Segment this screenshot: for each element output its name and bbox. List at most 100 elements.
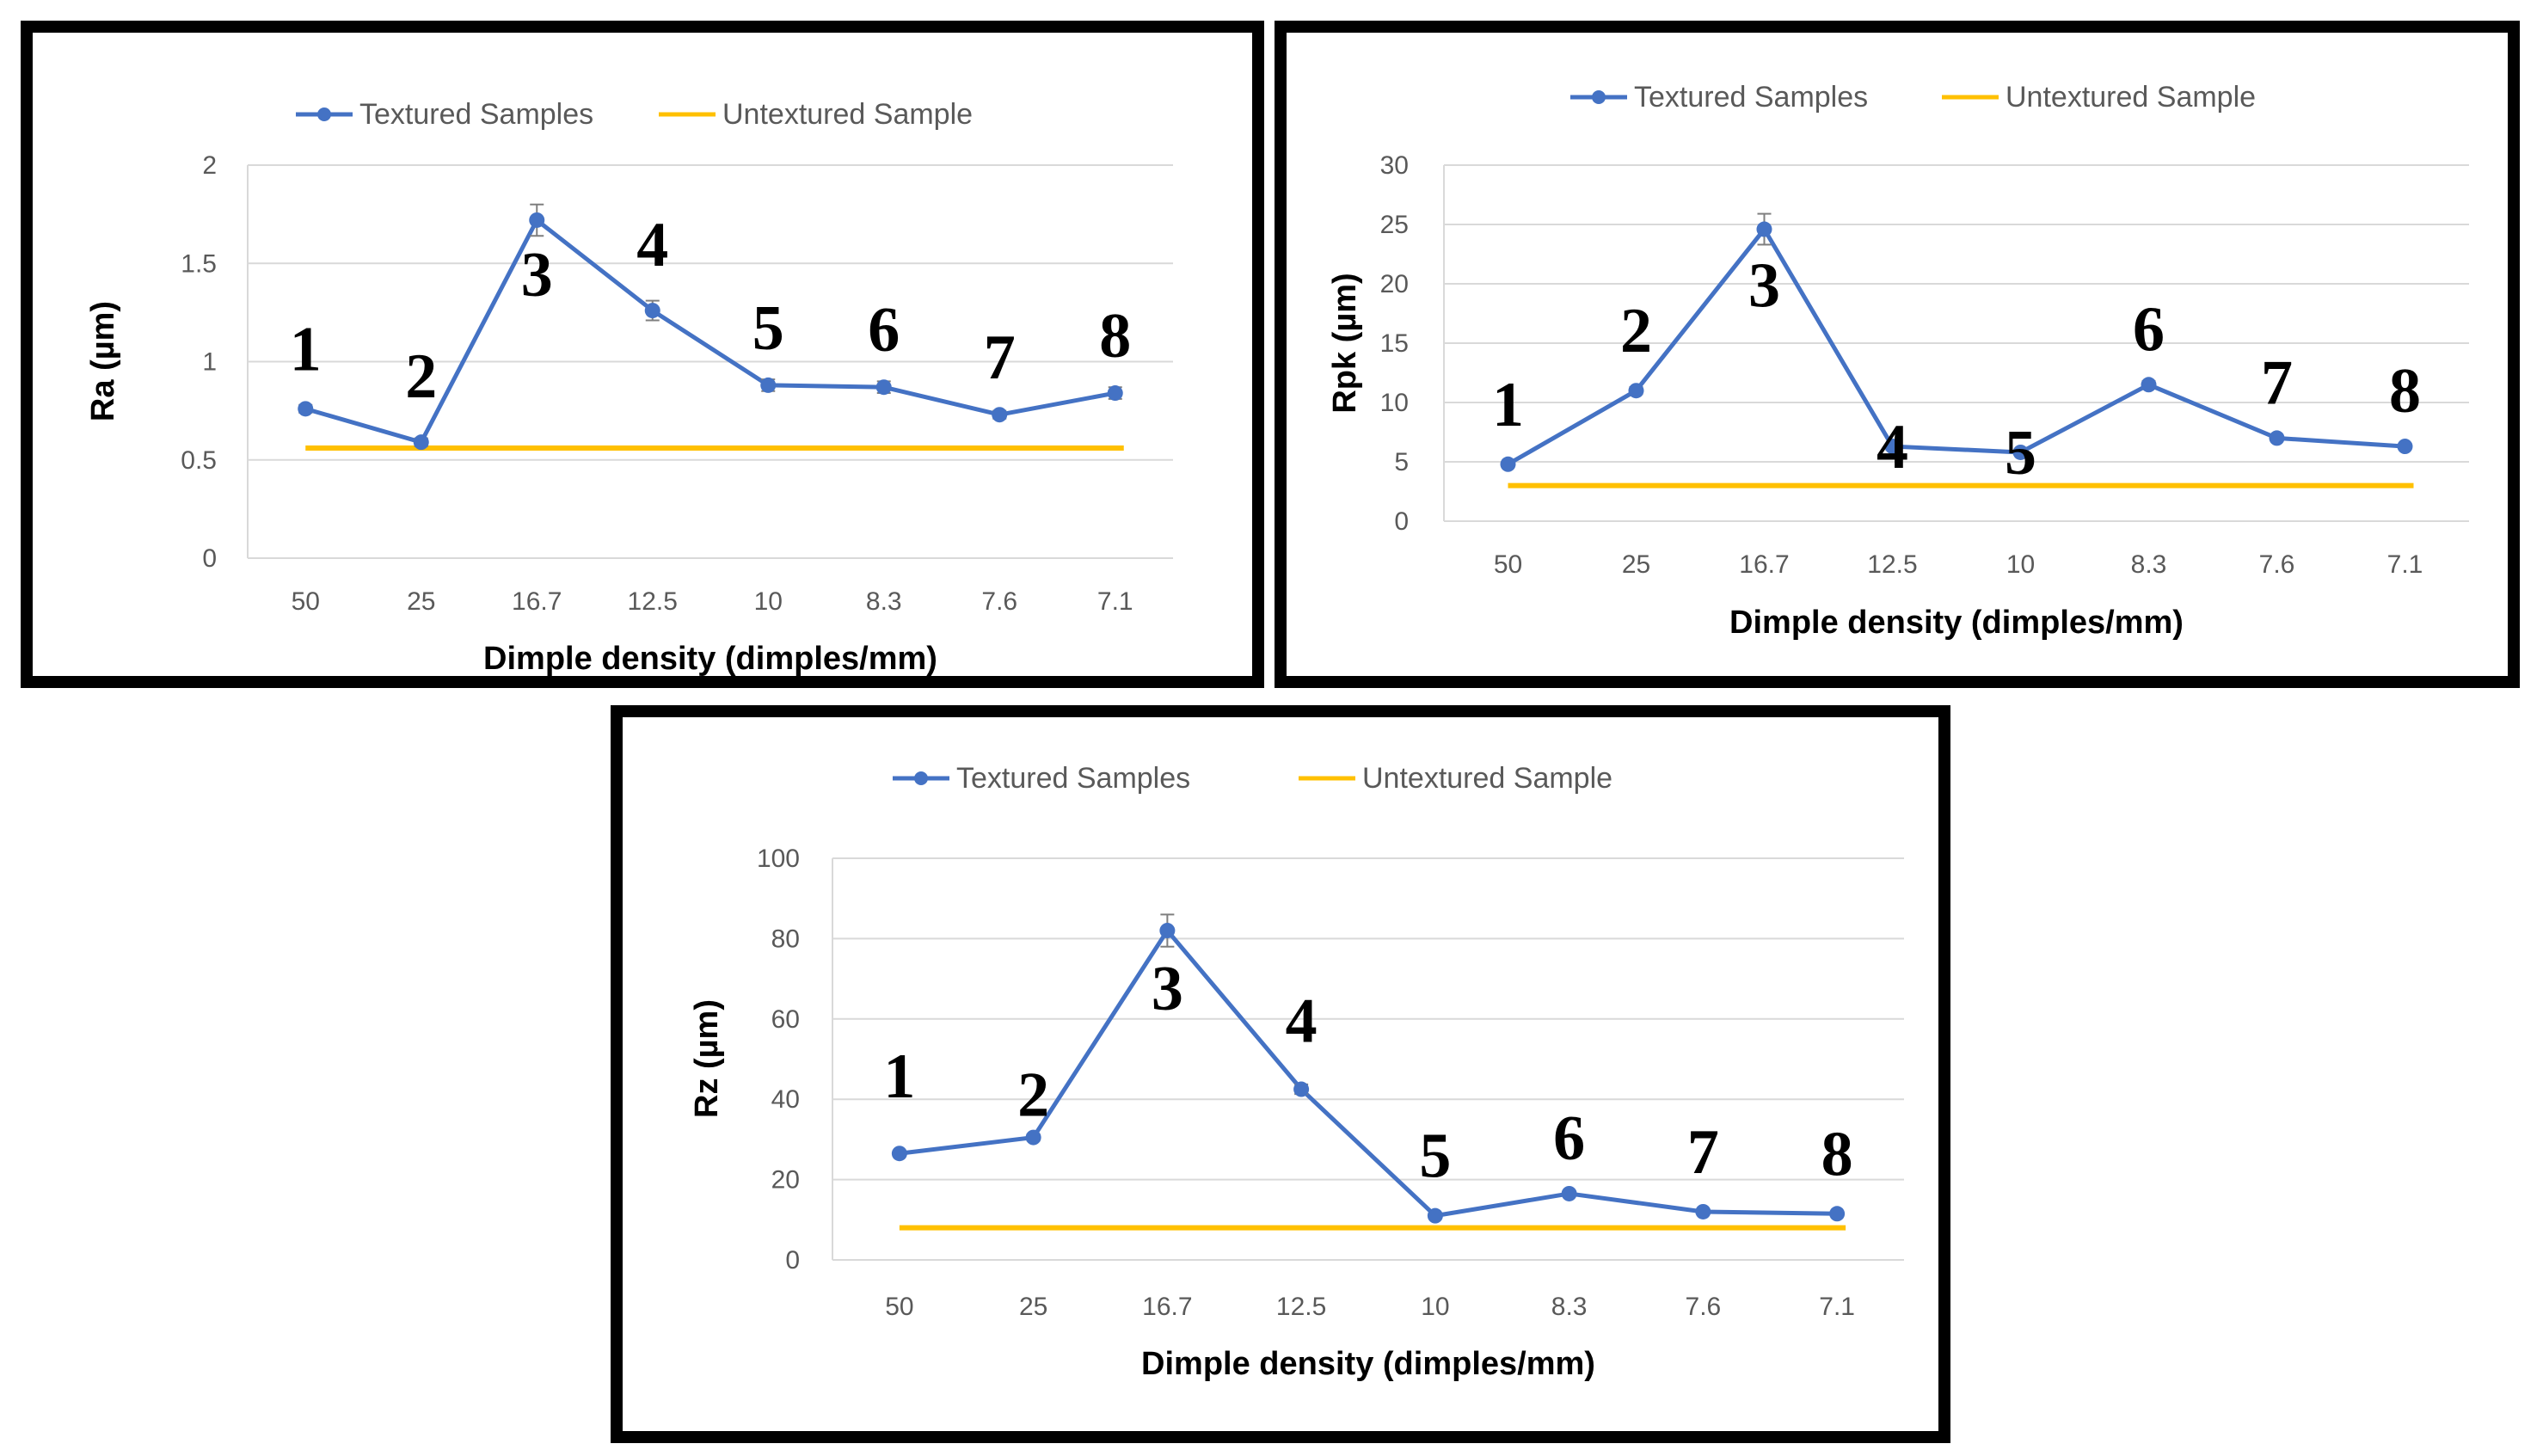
data-point — [644, 303, 660, 319]
data-point — [760, 377, 777, 393]
y-tick-label: 60 — [771, 1005, 800, 1034]
sample-number-label: 2 — [1017, 1060, 1049, 1131]
sample-number-label: 8 — [1821, 1119, 1853, 1189]
data-point — [298, 401, 314, 417]
y-axis-title: Ra (µm) — [85, 301, 121, 421]
legend-label-textured: Textured Samples — [359, 98, 593, 131]
x-tick-label: 16.7 — [512, 587, 562, 616]
x-tick-label: 25 — [1622, 550, 1650, 579]
sample-number-label: 6 — [868, 295, 900, 366]
x-tick-label: 8.3 — [866, 587, 902, 616]
data-point — [1159, 923, 1176, 939]
y-tick-label: 0 — [202, 544, 217, 573]
data-point — [891, 1146, 907, 1162]
data-point — [1884, 439, 1901, 455]
x-tick-label: 12.5 — [1276, 1293, 1326, 1321]
data-point — [1427, 1207, 1443, 1224]
sample-number-label: 1 — [883, 1041, 915, 1112]
y-tick-label: 100 — [757, 845, 800, 873]
x-tick-label: 16.7 — [1739, 550, 1789, 579]
x-axis-title: Dimple density (dimples/mm) — [1141, 1346, 1595, 1382]
data-point — [1025, 1129, 1041, 1146]
y-tick-label: 25 — [1380, 211, 1409, 239]
sample-number-label: 5 — [2005, 418, 2036, 488]
x-tick-label: 50 — [885, 1293, 913, 1321]
series-line-textured — [304, 218, 1116, 445]
sample-number-label: 5 — [752, 293, 784, 364]
y-tick-label: 5 — [1394, 448, 1409, 476]
y-tick-label: 10 — [1380, 389, 1409, 417]
x-tick-label: 8.3 — [1551, 1293, 1588, 1321]
sample-number-label: 8 — [1099, 301, 1131, 372]
y-tick-label: 20 — [1380, 270, 1409, 298]
legend-dot-textured — [317, 108, 331, 121]
y-axis-title: Rpk (µm) — [1327, 273, 1363, 413]
chart-panel-ra: 0 0.5 1 1.5 2 50 25 16.7 12.5 10 8.3 7.6 7.1 Dimple d… — [21, 21, 1264, 688]
sample-number-label: 3 — [1748, 251, 1780, 322]
sample-number-label: 3 — [521, 240, 553, 310]
y-tick-label: 20 — [771, 1166, 800, 1195]
sample-number-label: 6 — [2133, 294, 2165, 365]
x-tick-label: 7.6 — [1686, 1293, 1722, 1321]
legend-label-untextured: Untextured Sample — [1362, 762, 1612, 795]
y-tick-label: 80 — [771, 925, 800, 953]
sample-number-label: 1 — [290, 314, 322, 384]
x-tick-label: 50 — [1494, 550, 1522, 579]
sample-number-label: 7 — [2261, 347, 2293, 418]
series-line-textured — [899, 928, 1838, 1219]
data-point — [992, 407, 1008, 423]
data-point — [413, 434, 429, 451]
sample-number-label: 8 — [2389, 356, 2421, 427]
y-tick-label: 0 — [1394, 507, 1409, 536]
sample-number-label: 5 — [1419, 1121, 1451, 1192]
sample-number-label: 1 — [1492, 370, 1524, 440]
sample-number-label: 2 — [1620, 296, 1652, 366]
sample-number-label: 4 — [1286, 986, 1318, 1057]
x-tick-label: 25 — [1019, 1293, 1047, 1321]
data-point — [1293, 1081, 1310, 1097]
legend-dot-textured — [1592, 90, 1606, 104]
sample-number-label: 7 — [1687, 1117, 1719, 1188]
legend-dot-textured — [914, 771, 928, 785]
x-axis-title: Dimple density (dimples/mm) — [483, 641, 937, 676]
data-point — [1695, 1203, 1711, 1219]
y-tick-label: 1.5 — [181, 249, 217, 278]
x-tick-label: 7.1 — [1819, 1293, 1855, 1321]
data-point — [529, 212, 545, 228]
y-tick-label: 40 — [771, 1085, 800, 1114]
chart-panel-rz: 0 20 40 60 80 100 50 25 16.7 12.5 10 8.3 7.6 7.1 Dimpl… — [611, 705, 1950, 1443]
legend-label-untextured: Untextured Sample — [722, 98, 973, 131]
data-point — [1756, 221, 1772, 237]
y-tick-label: 0.5 — [181, 446, 217, 475]
data-point — [875, 379, 892, 396]
data-point — [2397, 439, 2413, 455]
legend-label-textured: Textured Samples — [956, 762, 1190, 795]
data-point — [2269, 430, 2285, 446]
series-line-textured — [1507, 227, 2405, 466]
x-tick-label: 8.3 — [2131, 550, 2167, 579]
x-tick-label: 7.6 — [2259, 550, 2295, 579]
y-tick-label: 15 — [1380, 329, 1409, 358]
x-tick-label: 10 — [2006, 550, 2035, 579]
sample-number-label: 4 — [636, 210, 668, 280]
y-tick-label: 2 — [202, 151, 217, 180]
y-tick-label: 30 — [1380, 151, 1409, 180]
legend-label-untextured: Untextured Sample — [2006, 81, 2256, 114]
x-tick-label: 7.6 — [981, 587, 1017, 616]
x-tick-label: 10 — [1421, 1293, 1449, 1321]
y-axis-title: Rz (µm) — [689, 999, 725, 1118]
sample-number-label: 7 — [984, 323, 1016, 393]
x-axis-title: Dimple density (dimples/mm) — [1729, 605, 2184, 641]
sample-number-label: 4 — [1877, 412, 1908, 482]
legend-label-textured: Textured Samples — [1634, 81, 1868, 114]
x-tick-label: 12.5 — [1867, 550, 1917, 579]
data-point — [1561, 1185, 1577, 1201]
data-point — [1107, 385, 1123, 402]
data-point — [2141, 377, 2157, 393]
x-tick-label: 10 — [754, 587, 783, 616]
sample-number-label: 2 — [405, 341, 437, 412]
data-point — [1500, 456, 1516, 472]
